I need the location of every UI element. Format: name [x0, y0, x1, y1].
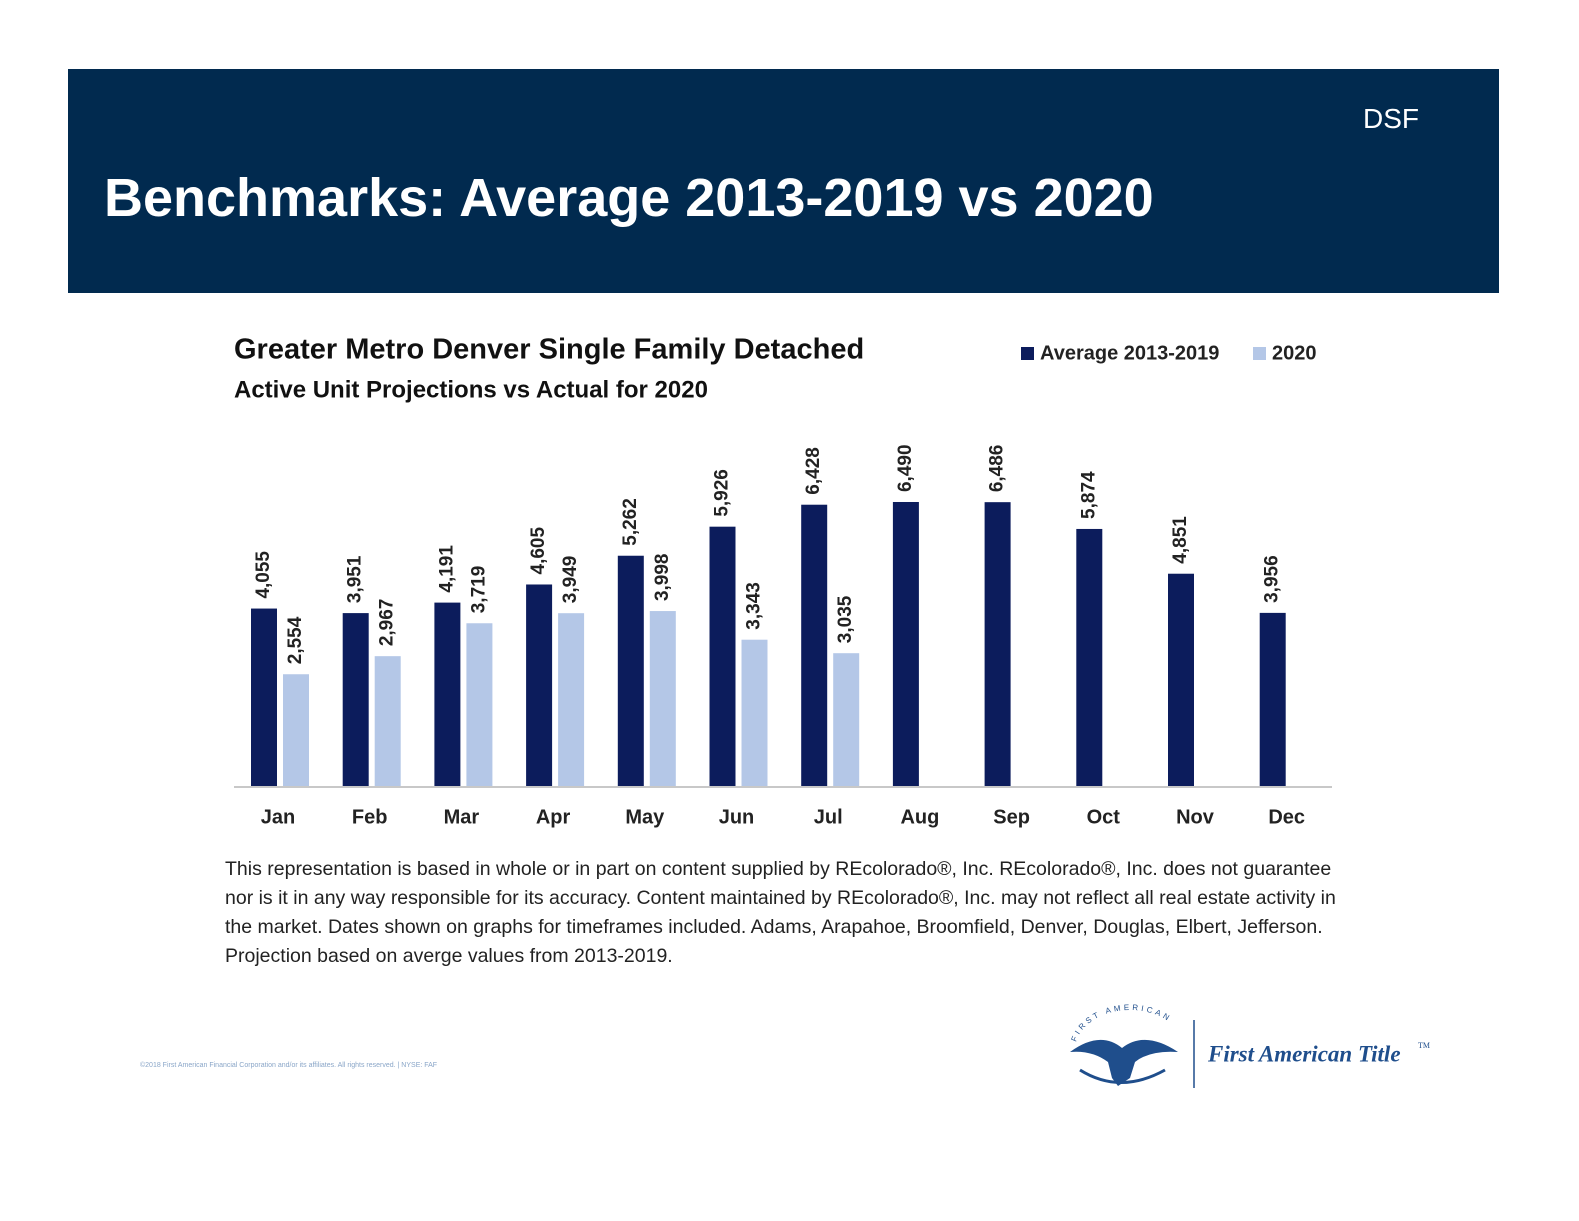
value-label: 3,998 — [652, 554, 673, 602]
x-tick-label: Apr — [536, 806, 571, 828]
copyright: ©2018 First American Financial Corporati… — [140, 1062, 438, 1069]
value-label: 4,851 — [1170, 516, 1191, 564]
bar — [801, 504, 828, 786]
x-tick-label: Dec — [1268, 806, 1305, 828]
bar — [892, 501, 919, 786]
x-tick-label: Nov — [1176, 806, 1215, 828]
value-label: 3,956 — [1262, 555, 1283, 603]
logo-tm: TM — [1418, 1041, 1430, 1050]
bar — [709, 526, 736, 786]
value-label: 3,035 — [835, 595, 856, 643]
chart-subtitle: Active Unit Projections vs Actual for 20… — [234, 376, 708, 403]
logo-arc-text: FIRST AMERICAN — [1069, 1003, 1170, 1043]
bar — [558, 613, 585, 786]
x-tick-label: Oct — [1087, 806, 1121, 828]
bar — [984, 502, 1011, 786]
bar — [374, 656, 401, 786]
legend-swatch — [1253, 347, 1266, 360]
logo-branch — [1079, 1068, 1166, 1084]
value-label: 3,951 — [345, 555, 366, 603]
x-tick-label: Feb — [352, 806, 388, 828]
value-label: 4,191 — [436, 545, 457, 593]
value-label: 2,554 — [285, 616, 306, 664]
x-tick-label: Aug — [900, 806, 939, 828]
x-tick-label: Jan — [261, 806, 295, 828]
x-tick-label: Mar — [444, 806, 480, 828]
x-tick-label: Jul — [814, 806, 843, 828]
value-label: 3,719 — [468, 566, 489, 614]
value-label: 5,874 — [1078, 471, 1099, 519]
value-label: 5,262 — [620, 498, 641, 546]
logo-eagle — [1070, 1039, 1178, 1086]
x-tick-label: Jun — [719, 806, 755, 828]
bar — [1076, 528, 1103, 786]
value-label: 6,428 — [803, 447, 824, 495]
bar — [466, 623, 493, 786]
x-tick-label: Sep — [993, 806, 1030, 828]
bar — [1168, 573, 1194, 786]
header: DSF Benchmarks: Average 2013-2019 vs 202… — [68, 69, 1499, 293]
legend-label: Average 2013-2019 — [1040, 342, 1219, 364]
bar — [649, 611, 676, 786]
footnote: This representation is based in whole or… — [225, 858, 1336, 967]
header-tag: DSF — [1363, 103, 1419, 134]
value-label: 3,343 — [744, 582, 765, 630]
legend-swatch — [1021, 347, 1034, 360]
bar — [741, 639, 768, 786]
bar — [342, 613, 369, 786]
value-label: 5,926 — [712, 469, 733, 517]
value-label: 6,486 — [987, 445, 1008, 493]
value-label: 2,967 — [377, 599, 398, 647]
value-label: 4,605 — [528, 527, 549, 575]
legend-label: 2020 — [1272, 342, 1317, 364]
bar — [833, 653, 860, 786]
chart-title: Greater Metro Denver Single Family Detac… — [234, 334, 864, 366]
bar — [1259, 612, 1286, 786]
value-label: 4,055 — [253, 551, 274, 599]
value-label: 6,490 — [895, 444, 916, 492]
x-tick-label: May — [625, 806, 665, 828]
bar — [283, 674, 309, 786]
bar — [434, 602, 461, 786]
slide-title: Benchmarks: Average 2013-2019 vs 2020 — [104, 168, 1154, 228]
bar — [617, 555, 644, 786]
bar — [251, 608, 277, 786]
logo-name: First American Title — [1207, 1041, 1401, 1066]
value-label: 3,949 — [560, 556, 581, 604]
bar — [526, 584, 553, 786]
logo-arc: FIRST AMERICAN — [1069, 1003, 1173, 1043]
